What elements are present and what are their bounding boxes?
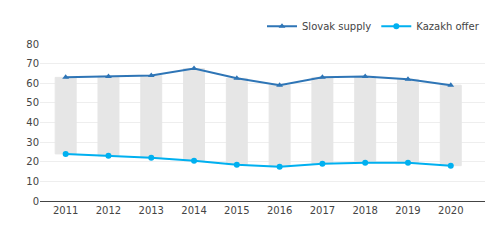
- svg-text:2014: 2014: [181, 205, 206, 216]
- svg-text:60: 60: [26, 78, 39, 89]
- svg-text:2015: 2015: [224, 205, 249, 216]
- svg-text:0: 0: [33, 196, 39, 207]
- svg-text:50: 50: [26, 97, 39, 108]
- svg-text:80: 80: [26, 39, 39, 50]
- svg-text:2020: 2020: [438, 205, 463, 216]
- svg-text:70: 70: [26, 58, 39, 69]
- svg-text:10: 10: [26, 176, 39, 187]
- svg-text:2012: 2012: [96, 205, 121, 216]
- svg-text:2011: 2011: [53, 205, 78, 216]
- svg-text:Slovak supply: Slovak supply: [302, 21, 371, 32]
- svg-text:20: 20: [26, 156, 39, 167]
- svg-text:2017: 2017: [310, 205, 335, 216]
- svg-text:2016: 2016: [267, 205, 292, 216]
- svg-text:2018: 2018: [352, 205, 377, 216]
- svg-text:2013: 2013: [139, 205, 164, 216]
- svg-text:30: 30: [26, 137, 39, 148]
- svg-text:2019: 2019: [395, 205, 420, 216]
- svg-text:40: 40: [26, 117, 39, 128]
- svg-text:Kazakh offer: Kazakh offer: [416, 21, 479, 32]
